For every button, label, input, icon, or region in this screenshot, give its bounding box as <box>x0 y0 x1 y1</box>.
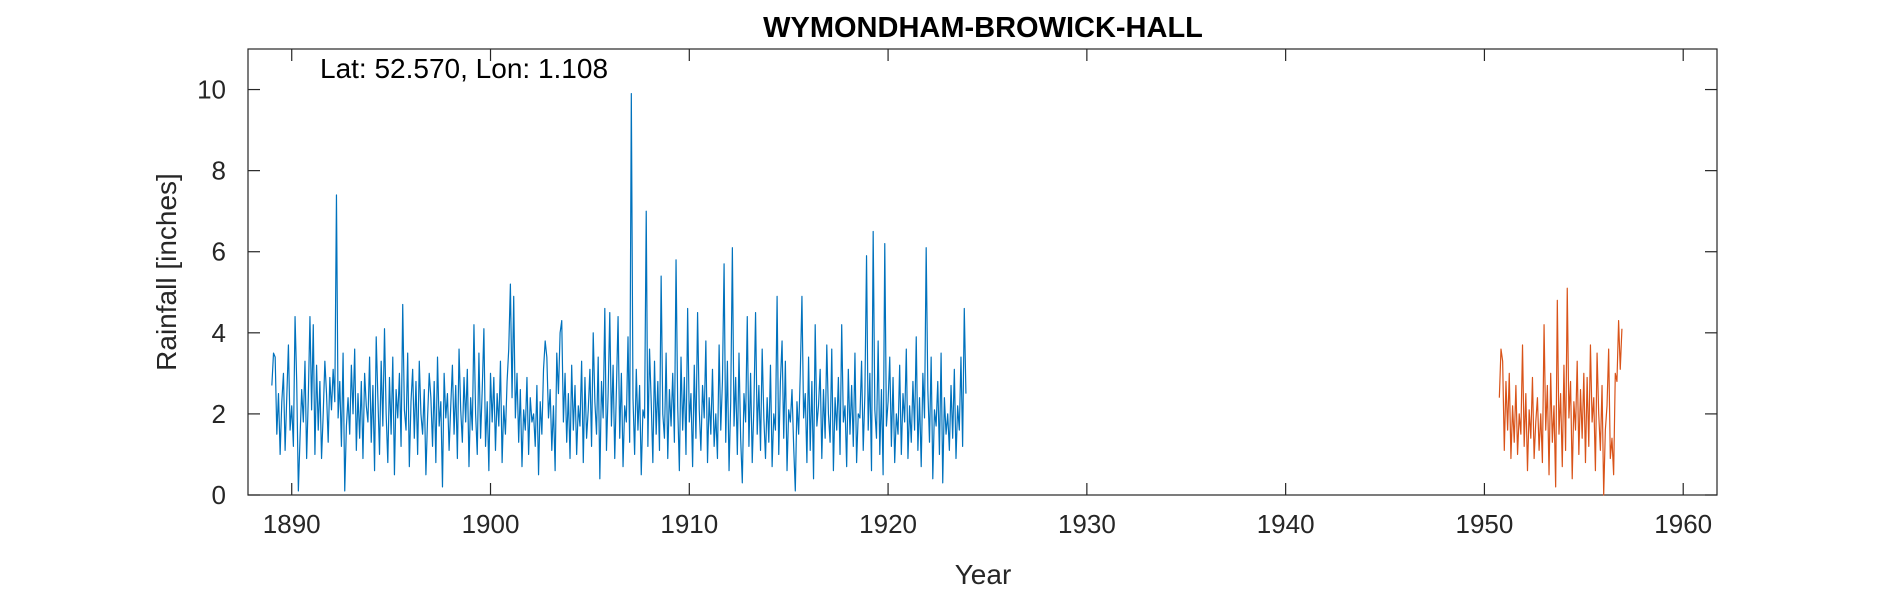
x-tick-label: 1890 <box>263 509 321 539</box>
series-layer <box>271 92 1623 496</box>
y-axis-label: Rainfall [inches] <box>151 173 182 371</box>
x-tick-label: 1940 <box>1257 509 1315 539</box>
y-tick-label: 0 <box>212 480 226 510</box>
y-tick-label: 4 <box>212 318 226 348</box>
y-axis-ticks: 0 2 4 6 8 10 <box>197 75 1717 510</box>
x-axis-label: Year <box>955 559 1012 590</box>
plot-area: 1890 1900 1910 1920 1930 1940 1950 1960 0 2 4 6 8 10 <box>197 48 1718 539</box>
series-line-2 <box>1498 287 1623 496</box>
x-tick-label: 1910 <box>660 509 718 539</box>
x-tick-label: 1930 <box>1058 509 1116 539</box>
y-tick-label: 8 <box>212 156 226 186</box>
x-tick-label: 1950 <box>1456 509 1514 539</box>
y-tick-label: 2 <box>212 399 226 429</box>
chart-title: WYMONDHAM-BROWICK-HALL <box>763 12 1203 44</box>
x-tick-label: 1960 <box>1654 509 1712 539</box>
x-axis-ticks: 1890 1900 1910 1920 1930 1940 1950 1960 <box>263 49 1712 539</box>
location-annotation: Lat: 52.570, Lon: 1.108 <box>320 53 608 84</box>
x-tick-label: 1920 <box>859 509 917 539</box>
y-tick-label: 6 <box>212 237 226 267</box>
y-tick-label: 10 <box>197 75 226 105</box>
series-line-1 <box>271 92 967 492</box>
x-tick-label: 1900 <box>462 509 520 539</box>
axes-box <box>247 48 1718 496</box>
